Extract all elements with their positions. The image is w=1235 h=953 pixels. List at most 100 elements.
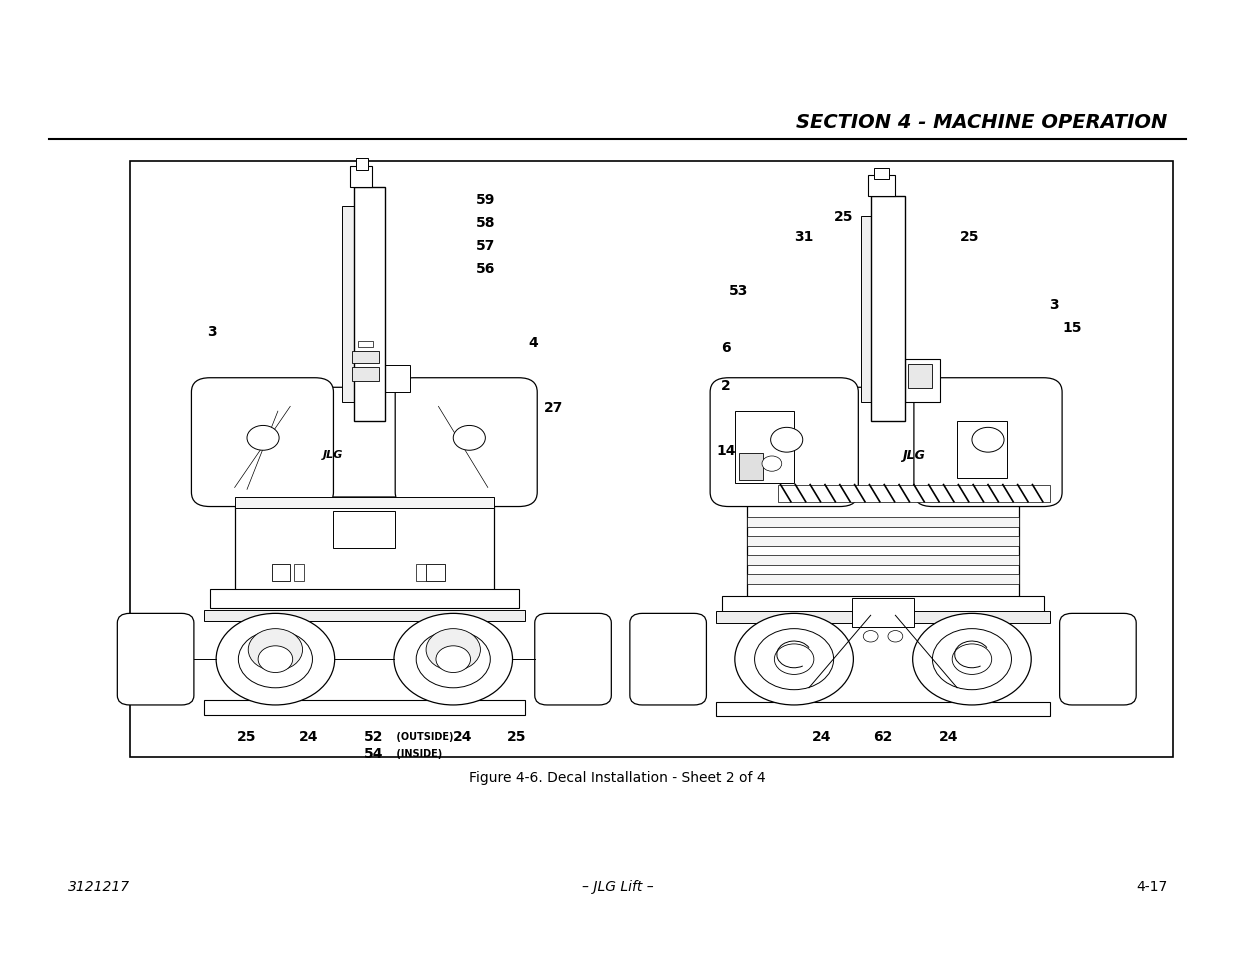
Circle shape xyxy=(762,456,782,472)
Text: 24: 24 xyxy=(811,730,831,743)
Bar xyxy=(747,537,1019,546)
FancyBboxPatch shape xyxy=(266,388,463,497)
Bar xyxy=(210,589,519,608)
Circle shape xyxy=(735,614,853,705)
Text: 25: 25 xyxy=(506,730,526,743)
Text: 53: 53 xyxy=(729,284,748,297)
Text: 62: 62 xyxy=(873,730,893,743)
Bar xyxy=(747,575,1019,584)
Bar xyxy=(130,162,1173,758)
Text: 25: 25 xyxy=(960,230,979,243)
Circle shape xyxy=(238,631,312,688)
FancyBboxPatch shape xyxy=(710,378,858,507)
Text: 57: 57 xyxy=(475,239,495,253)
Bar xyxy=(778,485,1050,502)
Text: Figure 4-6. Decal Installation - Sheet 2 of 4: Figure 4-6. Decal Installation - Sheet 2… xyxy=(469,770,766,783)
Bar xyxy=(333,512,395,548)
Circle shape xyxy=(774,644,814,675)
FancyBboxPatch shape xyxy=(772,388,1000,497)
Bar xyxy=(722,597,1044,616)
Circle shape xyxy=(771,428,803,453)
Circle shape xyxy=(248,629,303,671)
Bar xyxy=(874,169,889,180)
Text: 24: 24 xyxy=(453,730,473,743)
FancyBboxPatch shape xyxy=(1060,614,1136,705)
Bar xyxy=(739,454,763,480)
Circle shape xyxy=(863,631,878,642)
Circle shape xyxy=(394,614,513,705)
FancyBboxPatch shape xyxy=(117,614,194,705)
Bar xyxy=(716,612,1050,623)
Text: 59: 59 xyxy=(475,193,495,207)
Text: 4-17: 4-17 xyxy=(1136,880,1167,893)
Bar xyxy=(747,517,1019,527)
FancyBboxPatch shape xyxy=(191,378,333,507)
Bar xyxy=(352,368,379,381)
Bar xyxy=(416,564,426,581)
Circle shape xyxy=(755,629,834,690)
Bar xyxy=(735,412,794,483)
Circle shape xyxy=(932,629,1011,690)
FancyBboxPatch shape xyxy=(630,614,706,705)
Bar xyxy=(204,610,525,621)
Text: 15: 15 xyxy=(1062,321,1082,335)
Bar xyxy=(272,564,290,581)
Text: (OUTSIDE): (OUTSIDE) xyxy=(393,732,453,741)
Bar xyxy=(358,341,373,348)
Text: JLG: JLG xyxy=(324,450,343,459)
Circle shape xyxy=(416,631,490,688)
Circle shape xyxy=(952,644,992,675)
Text: JLG: JLG xyxy=(903,448,925,461)
Text: 31: 31 xyxy=(794,230,814,243)
Bar xyxy=(352,352,379,364)
Text: 27: 27 xyxy=(543,401,563,415)
Bar xyxy=(747,556,1019,565)
Bar xyxy=(716,702,1050,717)
Bar xyxy=(294,564,304,581)
Text: SECTION 4 - MACHINE OPERATION: SECTION 4 - MACHINE OPERATION xyxy=(795,112,1167,132)
Text: 25: 25 xyxy=(834,210,853,223)
Circle shape xyxy=(913,614,1031,705)
Circle shape xyxy=(426,629,480,671)
Bar xyxy=(356,159,368,171)
Circle shape xyxy=(258,646,293,673)
Circle shape xyxy=(247,426,279,451)
Circle shape xyxy=(888,631,903,642)
FancyBboxPatch shape xyxy=(395,378,537,507)
Bar xyxy=(235,497,494,591)
Text: 25: 25 xyxy=(237,730,257,743)
Bar xyxy=(235,497,494,509)
Text: 4: 4 xyxy=(529,336,538,350)
Text: 24: 24 xyxy=(299,730,319,743)
Bar xyxy=(868,176,895,197)
Bar xyxy=(861,216,873,402)
Circle shape xyxy=(436,646,471,673)
Bar xyxy=(385,366,410,393)
Text: – JLG Lift –: – JLG Lift – xyxy=(582,880,653,893)
Bar xyxy=(871,197,905,421)
Text: 24: 24 xyxy=(939,730,958,743)
Bar xyxy=(350,167,372,188)
Text: 3121217: 3121217 xyxy=(68,880,130,893)
Bar xyxy=(354,188,385,421)
Bar xyxy=(957,421,1007,478)
Text: 3: 3 xyxy=(1049,298,1058,312)
Text: 2: 2 xyxy=(721,379,731,393)
Circle shape xyxy=(972,428,1004,453)
Text: 52: 52 xyxy=(364,730,384,743)
Circle shape xyxy=(216,614,335,705)
Bar xyxy=(204,700,525,715)
Bar xyxy=(905,359,940,402)
Text: 56: 56 xyxy=(475,262,495,275)
FancyBboxPatch shape xyxy=(914,378,1062,507)
Bar xyxy=(747,498,1019,598)
Text: (INSIDE): (INSIDE) xyxy=(393,748,442,758)
Text: 14: 14 xyxy=(716,444,736,457)
Text: 3: 3 xyxy=(207,325,217,338)
Bar xyxy=(342,207,357,402)
Bar xyxy=(426,564,445,581)
Bar xyxy=(852,598,914,627)
Text: 6: 6 xyxy=(721,341,731,355)
FancyBboxPatch shape xyxy=(535,614,611,705)
Text: 54: 54 xyxy=(364,746,384,760)
